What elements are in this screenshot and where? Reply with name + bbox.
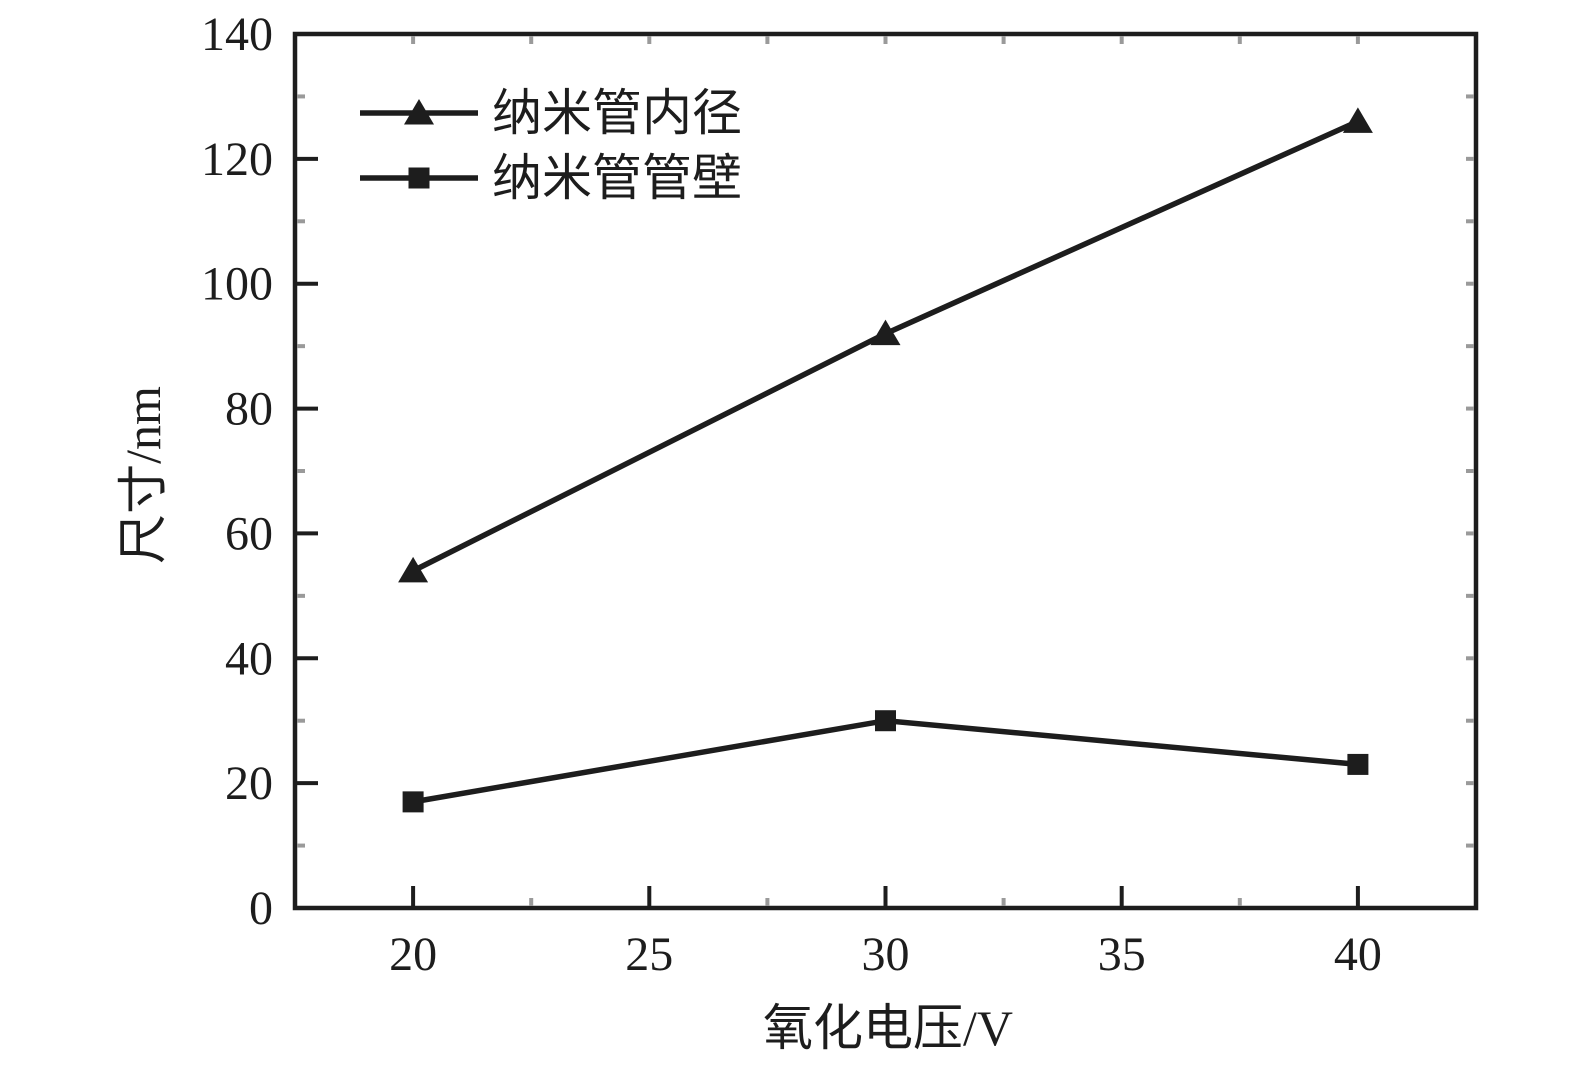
- y-tick-label: 20: [225, 757, 273, 810]
- y-tick-label: 60: [225, 507, 273, 560]
- legend-triangle-marker: [404, 99, 434, 125]
- legend-square-marker: [408, 167, 430, 189]
- square-marker-tube-wall: [402, 791, 424, 813]
- x-tick-label: 35: [1098, 928, 1146, 981]
- y-tick-label: 0: [249, 882, 273, 935]
- legend-label-tube-wall: 纳米管管壁: [492, 150, 742, 206]
- triangle-marker-inner-diameter: [398, 556, 429, 583]
- y-tick-label: 120: [201, 133, 273, 186]
- triangle-marker-inner-diameter: [1342, 107, 1373, 133]
- triangle-marker-inner-diameter: [870, 319, 901, 346]
- square-marker-tube-wall: [1347, 753, 1369, 775]
- legend-label-inner-diameter: 纳米管内径: [492, 85, 742, 141]
- series-line-tube-wall: [412, 717, 1359, 805]
- y-tick-label: 40: [225, 632, 273, 685]
- axis-box: [292, 31, 1479, 911]
- x-tick-label: 30: [862, 928, 910, 981]
- x-axis-label: 氧化电压/V: [763, 1000, 1013, 1056]
- square-marker-tube-wall: [875, 710, 896, 732]
- x-tick-label: 25: [625, 928, 673, 981]
- y-tick-label: 100: [201, 258, 273, 311]
- x-tick-label: 20: [389, 928, 437, 981]
- y-tick-label: 80: [225, 383, 273, 436]
- y-tick-label: 140: [201, 8, 273, 61]
- x-tick-label: 40: [1334, 928, 1382, 981]
- y-axis-label: 尺寸/nm: [115, 386, 171, 564]
